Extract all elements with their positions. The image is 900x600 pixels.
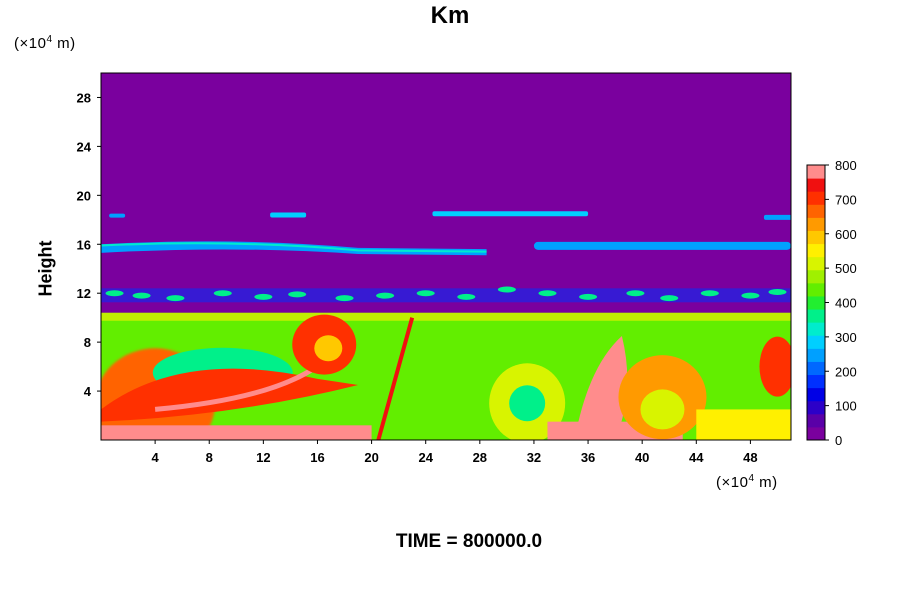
colorbar-swatch xyxy=(807,348,825,362)
colorbar-swatch xyxy=(807,165,825,179)
cloud-band xyxy=(270,212,307,218)
x-tick-label: 32 xyxy=(527,450,541,465)
vortex-core xyxy=(314,335,343,362)
colorbar-tick-label: 0 xyxy=(835,433,842,448)
x-tick-label: 16 xyxy=(310,450,324,465)
speckle xyxy=(213,290,232,297)
speckle xyxy=(105,290,124,297)
y-tick-label: 24 xyxy=(77,139,92,154)
colorbar-swatch xyxy=(807,282,825,297)
colorbar-swatch xyxy=(807,178,825,192)
colorbar-tick-label: 500 xyxy=(835,261,857,276)
colorbar-swatch xyxy=(807,217,825,231)
plot-frame xyxy=(100,72,792,441)
y-tick-label: 28 xyxy=(77,90,91,105)
cloud-band xyxy=(109,213,126,218)
speckle xyxy=(132,292,151,299)
speckle xyxy=(288,291,307,298)
colorbar-swatch xyxy=(807,335,825,349)
colorbar-swatch xyxy=(807,413,825,428)
colorbar-tick-label: 400 xyxy=(835,296,857,311)
speckle xyxy=(700,290,719,297)
speckle xyxy=(626,290,645,297)
colorbar-tick-label: 300 xyxy=(835,330,857,345)
x-tick-label: 8 xyxy=(206,450,213,465)
speckle xyxy=(660,295,679,302)
speckle xyxy=(166,295,185,302)
x-tick-label: 28 xyxy=(473,450,487,465)
heatmap-field xyxy=(101,211,791,440)
x-tick-label: 48 xyxy=(743,450,757,465)
cloud-band xyxy=(101,241,487,256)
x-tick-label: 36 xyxy=(581,450,595,465)
colorbar-tick-label: 200 xyxy=(835,364,857,379)
x-tick-label: 12 xyxy=(256,450,270,465)
colorbar-swatch xyxy=(807,400,825,415)
y-tick-label: 12 xyxy=(77,286,91,301)
colorbar-swatch xyxy=(807,322,825,336)
cloud-band xyxy=(432,211,589,217)
x-tick-label: 24 xyxy=(418,450,433,465)
colorbar-swatch xyxy=(807,387,825,402)
speckle xyxy=(538,290,557,297)
x-tick-label: 4 xyxy=(152,450,160,465)
plume xyxy=(574,336,628,440)
colorbar-tick-label: 600 xyxy=(835,227,857,242)
colorbar-tick-label: 100 xyxy=(835,399,857,414)
colorbar-swatch xyxy=(807,204,825,218)
colorbar-tick-label: 700 xyxy=(835,192,857,207)
cloud-band xyxy=(533,241,791,250)
speckle xyxy=(335,295,354,302)
y-axis-unit: (×104 m) xyxy=(14,34,76,52)
x-axis-unit: (×104 m) xyxy=(716,473,778,491)
colorbar-tick-label: 800 xyxy=(835,158,857,173)
speckle xyxy=(741,292,760,299)
y-tick-label: 4 xyxy=(84,384,92,399)
colorbar-swatch xyxy=(807,361,825,376)
vortex-core xyxy=(509,385,546,422)
speckle xyxy=(579,293,598,300)
y-tick-label: 16 xyxy=(77,237,91,252)
y-tick-label: 20 xyxy=(77,188,91,203)
cloud-band xyxy=(763,214,791,220)
colorbar-swatch xyxy=(807,309,825,323)
colorbar-swatch xyxy=(807,230,825,245)
colorbar-swatch xyxy=(807,191,825,205)
x-tick-label: 40 xyxy=(635,450,649,465)
x-tick-label: 20 xyxy=(364,450,378,465)
speckle xyxy=(497,286,516,293)
y-tick-label: 8 xyxy=(84,335,91,350)
colorbar-swatch xyxy=(807,374,825,389)
speckle xyxy=(254,293,273,300)
layer-top-band xyxy=(101,312,791,321)
speckle xyxy=(376,292,395,299)
colorbar-swatch xyxy=(807,426,825,441)
vortex-core xyxy=(640,389,685,430)
eddy-region xyxy=(759,336,791,397)
colorbar-swatch xyxy=(807,256,825,271)
speckle xyxy=(416,290,435,297)
colorbar-swatch xyxy=(807,269,825,284)
lower-region xyxy=(696,409,791,440)
surface-band xyxy=(101,425,372,440)
cloud-band-core xyxy=(101,242,487,253)
time-label: TIME = 800000.0 xyxy=(395,531,543,552)
updraft-line xyxy=(376,317,415,440)
speckle xyxy=(768,288,787,295)
speckle xyxy=(457,293,476,300)
colorbar-swatch xyxy=(807,243,825,258)
x-tick-label: 44 xyxy=(689,450,704,465)
chart-title: Km xyxy=(430,2,470,29)
speckle-band xyxy=(101,288,791,303)
colorbar-swatch xyxy=(807,295,825,310)
